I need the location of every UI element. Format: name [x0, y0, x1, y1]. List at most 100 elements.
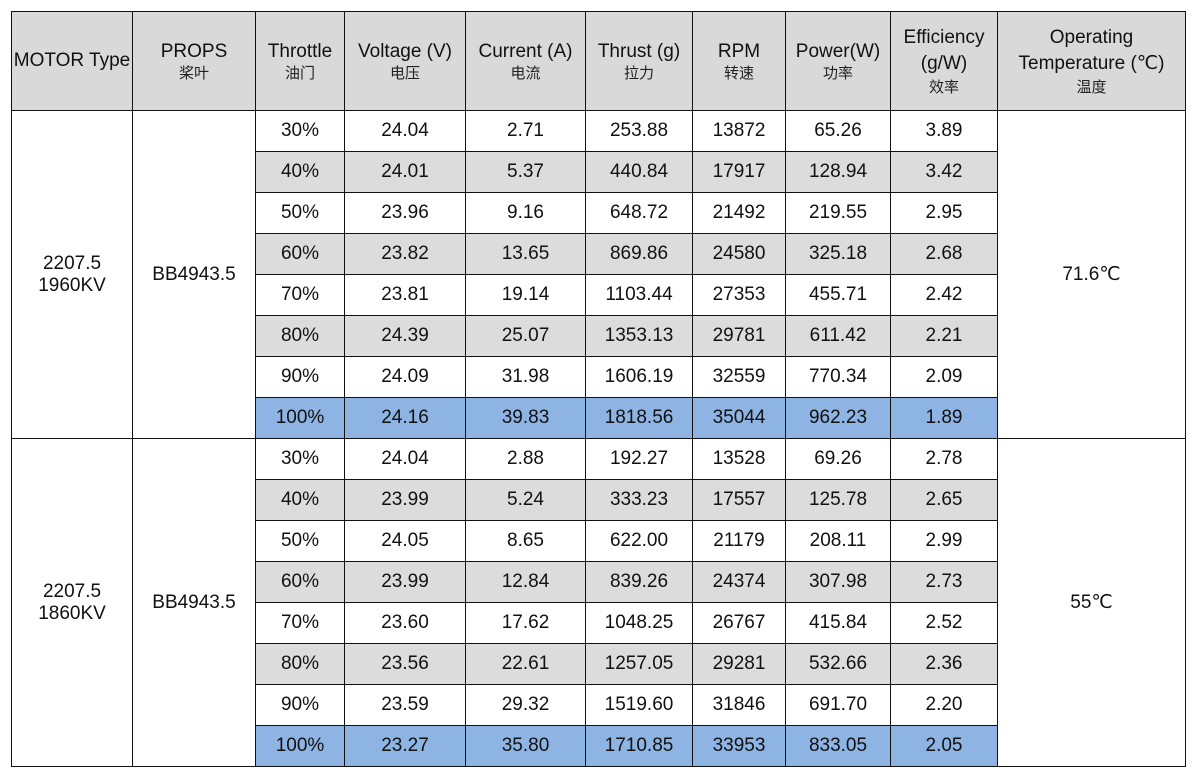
efficiency-cell: 2.42	[890, 274, 998, 316]
current-cell: 12.84	[465, 561, 586, 603]
header-power: Power(W) 功率	[785, 11, 891, 111]
header-current-cn: 电流	[510, 63, 541, 82]
header-voltage-label: Voltage (V)	[358, 40, 452, 62]
thrust-cell: 1103.44	[585, 274, 693, 316]
table-row: 90% 23.59 29.32 1519.60 31846 691.70 2.20	[12, 684, 1186, 726]
power-cell: 770.34	[785, 356, 891, 398]
motor-model: 2207.5	[42, 580, 102, 602]
voltage-cell: 23.81	[344, 274, 466, 316]
power-cell: 307.98	[785, 561, 891, 603]
throttle-cell: 30%	[255, 438, 345, 480]
power-cell: 325.18	[785, 233, 891, 275]
efficiency-cell: 2.36	[890, 643, 998, 685]
header-voltage-cn: 电压	[389, 63, 420, 82]
rpm-cell: 21179	[692, 520, 786, 562]
efficiency-cell: 2.99	[890, 520, 998, 562]
rpm-cell: 17917	[692, 151, 786, 193]
header-rpm-cn: 转速	[723, 63, 754, 82]
voltage-cell: 23.99	[344, 561, 466, 603]
header-throttle-label: Throttle	[267, 40, 333, 62]
current-cell: 29.32	[465, 684, 586, 726]
header-current-label: Current (A)	[478, 40, 573, 62]
thrust-cell: 253.88	[585, 110, 693, 152]
efficiency-cell: 2.78	[890, 438, 998, 480]
thrust-cell: 622.00	[585, 520, 693, 562]
power-cell: 69.26	[785, 438, 891, 480]
efficiency-cell: 2.52	[890, 602, 998, 644]
efficiency-cell: 3.42	[890, 151, 998, 193]
voltage-cell: 23.56	[344, 643, 466, 685]
header-motor-type: MOTOR Type	[11, 11, 133, 111]
voltage-cell: 24.39	[344, 315, 466, 357]
thrust-cell: 1606.19	[585, 356, 693, 398]
header-temperature-cn: 温度	[1076, 78, 1107, 96]
table-row: 100% 23.27 35.80 1710.85 33953 833.05 2.05	[12, 725, 1186, 767]
power-cell: 125.78	[785, 479, 891, 521]
thrust-cell: 1710.85	[585, 725, 693, 767]
motor-kv: 1860KV	[38, 602, 106, 624]
thrust-cell: 1353.13	[585, 315, 693, 357]
power-cell: 532.66	[785, 643, 891, 685]
efficiency-cell: 2.09	[890, 356, 998, 398]
header-rpm-label: RPM	[717, 40, 761, 62]
rpm-cell: 29281	[692, 643, 786, 685]
throttle-cell: 30%	[255, 110, 345, 152]
table-row: 100% 24.16 39.83 1818.56 35044 962.23 1.89	[12, 397, 1186, 439]
rpm-cell: 13528	[692, 438, 786, 480]
throttle-cell: 90%	[255, 684, 345, 726]
table-row: 70% 23.60 17.62 1048.25 26767 415.84 2.52	[12, 602, 1186, 644]
table-row: 2207.5 1960KV BB4943.5 30% 24.04 2.71 253.88 13…	[11, 110, 1186, 439]
voltage-cell: 24.04	[344, 438, 466, 480]
current-cell: 19.14	[465, 274, 586, 316]
current-cell: 35.80	[465, 725, 586, 767]
voltage-cell: 24.09	[344, 356, 466, 398]
table-row: 80% 24.39 25.07 1353.13 29781 611.42 2.21	[12, 315, 1186, 357]
header-props-label: PROPS	[160, 40, 228, 62]
current-cell: 25.07	[465, 315, 586, 357]
table-row: 40% 24.01 5.37 440.84 17917 128.94 3.42	[12, 151, 1186, 193]
table-row: 2207.5 1860KV BB4943.5 30% 24.04 2.88 192.27 13…	[11, 438, 1186, 767]
header-voltage: Voltage (V) 电压	[344, 11, 466, 111]
header-current: Current (A) 电流	[465, 11, 586, 111]
header-row: MOTOR Type PROPS 桨叶 Throttle 油门 Voltage …	[11, 11, 1186, 111]
header-efficiency: Efficiency (g/W) 效率	[890, 11, 998, 111]
current-cell: 5.24	[465, 479, 586, 521]
voltage-cell: 23.60	[344, 602, 466, 644]
power-cell: 65.26	[785, 110, 891, 152]
header-motor-type-label: MOTOR Type	[13, 50, 131, 71]
rpm-cell: 17557	[692, 479, 786, 521]
efficiency-cell: 2.95	[890, 192, 998, 234]
thrust-cell: 1257.05	[585, 643, 693, 685]
header-power-cn: 功率	[822, 63, 853, 82]
motor-type-cell: 2207.5 1860KV	[11, 438, 133, 767]
power-cell: 208.11	[785, 520, 891, 562]
thrust-cell: 869.86	[585, 233, 693, 275]
temperature-cell: 55℃	[997, 438, 1186, 767]
power-cell: 128.94	[785, 151, 891, 193]
prop-cell: BB4943.5	[132, 438, 256, 767]
header-temperature: Operating Temperature (℃) 温度	[997, 11, 1186, 111]
header-throttle: Throttle 油门	[255, 11, 345, 111]
rpm-cell: 29781	[692, 315, 786, 357]
power-cell: 455.71	[785, 274, 891, 316]
power-cell: 691.70	[785, 684, 891, 726]
table-row: 40% 23.99 5.24 333.23 17557 125.78 2.65	[12, 479, 1186, 521]
thrust-cell: 440.84	[585, 151, 693, 193]
voltage-cell: 23.96	[344, 192, 466, 234]
thrust-cell: 192.27	[585, 438, 693, 480]
table-row: 50% 23.96 9.16 648.72 21492 219.55 2.95	[12, 192, 1186, 234]
header-rpm: RPM 转速	[692, 11, 786, 111]
thrust-cell: 333.23	[585, 479, 693, 521]
current-cell: 39.83	[465, 397, 586, 439]
temperature-cell: 71.6℃	[997, 110, 1186, 439]
efficiency-cell: 2.21	[890, 315, 998, 357]
current-cell: 2.88	[465, 438, 586, 480]
throttle-cell: 100%	[255, 725, 345, 767]
voltage-cell: 24.16	[344, 397, 466, 439]
rpm-cell: 24374	[692, 561, 786, 603]
current-cell: 8.65	[465, 520, 586, 562]
throttle-cell: 70%	[255, 274, 345, 316]
rpm-cell: 32559	[692, 356, 786, 398]
rpm-cell: 26767	[692, 602, 786, 644]
thrust-cell: 1519.60	[585, 684, 693, 726]
